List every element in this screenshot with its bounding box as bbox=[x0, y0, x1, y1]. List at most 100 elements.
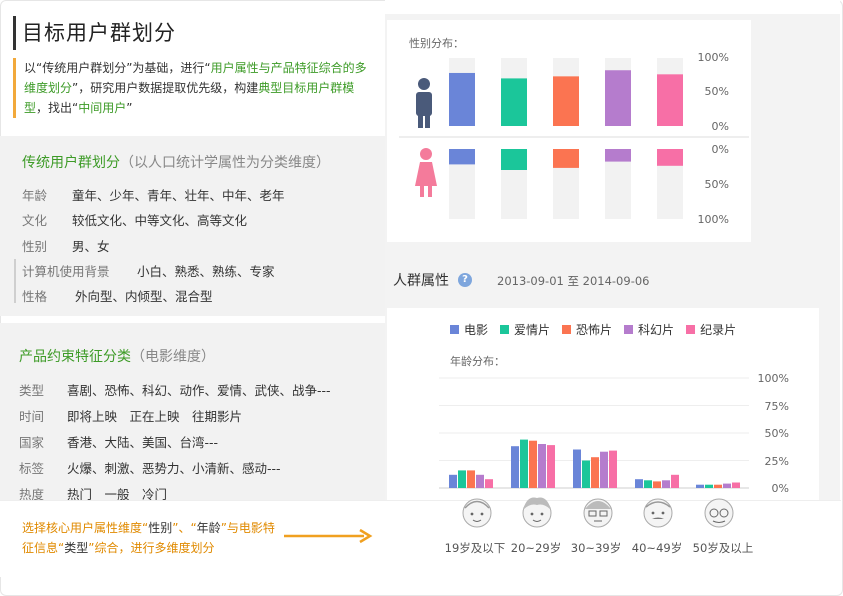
row-value: 火爆、刺激、恶势力、小清新、感动--- bbox=[67, 461, 281, 476]
female-bar[interactable] bbox=[449, 149, 475, 165]
age-bar[interactable] bbox=[520, 439, 528, 488]
legend-item-scifi[interactable]: 科幻片 bbox=[624, 321, 674, 338]
bottom-panel bbox=[0, 500, 841, 577]
intro-text-4: ” bbox=[126, 101, 133, 115]
intro-text-3: ，找出“ bbox=[36, 101, 79, 115]
age-bar[interactable] bbox=[582, 460, 590, 489]
product-row-heat: 热度 热门 一般 冷门 bbox=[19, 484, 167, 503]
age-bar[interactable] bbox=[705, 484, 713, 488]
row-group-divider bbox=[14, 259, 16, 303]
legend-label: 恐怖片 bbox=[576, 323, 613, 337]
age-bar[interactable] bbox=[467, 470, 475, 488]
age-label-0: 19岁及以下 bbox=[444, 541, 506, 555]
age-bar[interactable] bbox=[511, 446, 519, 488]
row-value: 外向型、内倾型、混合型 bbox=[75, 289, 213, 304]
age-bar[interactable] bbox=[723, 483, 731, 488]
male-bar[interactable] bbox=[657, 74, 683, 126]
row-value: 热门 一般 冷门 bbox=[67, 487, 168, 502]
age-label-1: 20~29岁 bbox=[510, 541, 562, 555]
row-key: 类型 bbox=[19, 383, 45, 398]
age-bar[interactable] bbox=[609, 450, 617, 488]
row-value: 童年、少年、青年、壮年、中年、老年 bbox=[72, 188, 285, 203]
age-bar[interactable] bbox=[644, 480, 652, 488]
right-panel-top-strip bbox=[385, 0, 840, 14]
age-bar[interactable] bbox=[538, 444, 546, 488]
male-bar[interactable] bbox=[501, 78, 527, 126]
traditional-row-gender: 性别 男、女 bbox=[22, 236, 110, 255]
legend-item-documentary[interactable]: 纪录片 bbox=[686, 321, 736, 338]
row-key: 计算机使用背景 bbox=[22, 264, 110, 279]
question-icon[interactable]: ? bbox=[458, 273, 472, 287]
legend-item-movie[interactable]: 电影 bbox=[450, 321, 488, 338]
age-bar[interactable] bbox=[600, 451, 608, 488]
male-bar[interactable] bbox=[449, 72, 475, 126]
row-value: 较低文化、中等文化、高等文化 bbox=[72, 213, 248, 228]
gender-bars-group bbox=[449, 58, 683, 219]
row-value: 男、女 bbox=[72, 239, 110, 254]
age-bar[interactable] bbox=[635, 479, 643, 488]
callout-part: ”综合，进行多维度划分 bbox=[88, 541, 215, 555]
male-bar[interactable] bbox=[553, 76, 579, 126]
row-value: 喜剧、恐怖、科幻、动作、爱情、武侠、战争--- bbox=[67, 383, 331, 398]
legend-label: 科幻片 bbox=[638, 323, 675, 337]
callout-part: ”、“ bbox=[172, 521, 197, 535]
male-tick-100: 100% bbox=[698, 51, 729, 64]
age-chart-legend: 电影 爱情片 恐怖片 科幻片 纪录片 bbox=[450, 321, 748, 338]
row-key: 年龄 bbox=[22, 188, 48, 203]
age-bar[interactable] bbox=[653, 481, 661, 488]
row-key: 国家 bbox=[19, 435, 45, 450]
date-range: 2013-09-01 至 2014-09-06 bbox=[497, 274, 650, 288]
face-child-icon bbox=[462, 498, 492, 528]
legend-swatch bbox=[500, 325, 510, 334]
product-subtitle: （电影维度） bbox=[131, 349, 215, 365]
female-bar[interactable] bbox=[657, 149, 683, 166]
row-value: 即将上映 正在上映 往期影片 bbox=[67, 409, 243, 424]
age-bar[interactable] bbox=[449, 474, 457, 488]
male-bar[interactable] bbox=[605, 70, 631, 126]
age-category-labels: 19岁及以下 20~29岁 30~39岁 40~49岁 50岁及以上 bbox=[440, 540, 758, 556]
age-bar[interactable] bbox=[476, 474, 484, 488]
age-label-2: 30~39岁 bbox=[570, 541, 622, 555]
age-bar[interactable] bbox=[485, 479, 493, 488]
legend-swatch bbox=[686, 325, 696, 334]
legend-item-romance[interactable]: 爱情片 bbox=[500, 321, 550, 338]
age-bar[interactable] bbox=[458, 470, 466, 488]
gender-chart: 性别分布： 100% 50% 0% 0% 50% 100% bbox=[399, 36, 749, 226]
intro-text-2: ”，研究用户数据提取优先级，构建 bbox=[72, 81, 259, 95]
age-face-icons bbox=[462, 497, 734, 528]
product-row-time: 时间 即将上映 正在上映 往期影片 bbox=[19, 406, 242, 425]
male-tick-50: 50% bbox=[705, 85, 729, 98]
age-bar[interactable] bbox=[714, 484, 722, 488]
legend-label: 电影 bbox=[464, 323, 489, 337]
product-row-country: 国家 香港、大陆、美国、台湾--- bbox=[19, 432, 218, 451]
row-key: 标签 bbox=[19, 461, 45, 476]
traditional-section-title: 传统用户群划分（以人口统计学属性为分类维度） bbox=[22, 152, 330, 172]
female-tick-50: 50% bbox=[705, 178, 729, 191]
traditional-title-text: 传统用户群划分 bbox=[22, 155, 120, 171]
age-bars-group bbox=[449, 439, 740, 489]
age-bar[interactable] bbox=[573, 449, 581, 489]
age-bar[interactable] bbox=[671, 474, 679, 488]
age-bar[interactable] bbox=[591, 457, 599, 488]
intro-text-1: 以“传统用户群划分”为基础，进行“ bbox=[24, 61, 211, 75]
female-bar[interactable] bbox=[501, 149, 527, 170]
female-bar[interactable] bbox=[553, 149, 579, 168]
face-elder-icon bbox=[704, 498, 734, 528]
legend-item-horror[interactable]: 恐怖片 bbox=[562, 321, 612, 338]
age-bar[interactable] bbox=[529, 440, 537, 488]
male-tick-0: 0% bbox=[712, 120, 729, 133]
age-bar[interactable] bbox=[662, 480, 670, 488]
crowd-attributes-title: 人群属性 bbox=[393, 273, 449, 289]
age-bar[interactable] bbox=[696, 484, 704, 488]
female-tick-0: 0% bbox=[712, 143, 729, 156]
face-middle-icon bbox=[583, 498, 613, 528]
age-bar[interactable] bbox=[732, 482, 740, 489]
page-title: 目标用户群划分 bbox=[22, 21, 176, 45]
traditional-subtitle: （以人口统计学属性为分类维度） bbox=[120, 155, 330, 171]
male-icon bbox=[416, 78, 432, 128]
female-bar[interactable] bbox=[605, 149, 631, 162]
age-ytick-0: 0% bbox=[772, 482, 789, 495]
face-mature-icon bbox=[643, 498, 673, 528]
age-bar[interactable] bbox=[547, 445, 555, 488]
age-label-4: 50岁及以上 bbox=[692, 541, 754, 555]
